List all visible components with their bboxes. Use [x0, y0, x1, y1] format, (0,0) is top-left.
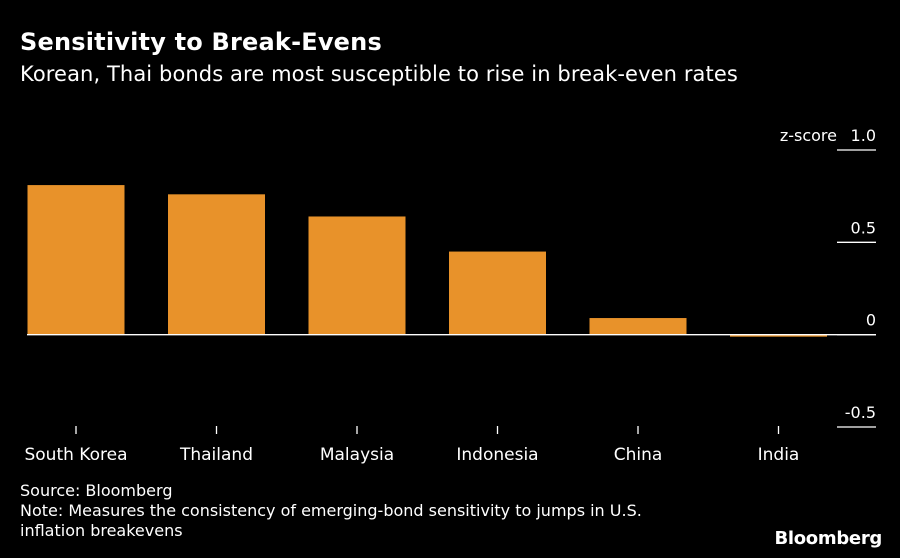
x-tick-label: Thailand — [179, 445, 253, 465]
bloomberg-logo: Bloomberg — [774, 528, 882, 549]
y-axis-label: z-score — [780, 126, 837, 145]
note-text-line-1: Note: Measures the consistency of emergi… — [20, 501, 642, 520]
bar-thailand — [168, 194, 265, 335]
bar-south-korea — [27, 185, 125, 335]
y-tick-label: 0 — [866, 311, 876, 330]
x-tick-label: India — [758, 445, 800, 465]
bar-indonesia — [449, 251, 546, 335]
chart-title: Sensitivity to Break-Evens — [20, 28, 382, 56]
chart-subtitle: Korean, Thai bonds are most susceptible … — [20, 62, 738, 86]
y-tick-label: 1.0 — [851, 126, 876, 145]
y-tick-label: -0.5 — [845, 403, 876, 422]
bar-india — [730, 334, 827, 337]
x-tick-label: Indonesia — [456, 445, 538, 465]
source-text: Source: Bloomberg — [20, 481, 173, 500]
chart-footer: Source: Bloomberg Note: Measures the con… — [20, 481, 642, 541]
y-tick-label: 0.5 — [851, 218, 876, 237]
note-text-line-2: inflation breakevens — [20, 521, 183, 540]
bar-malaysia — [308, 216, 406, 335]
bar-china — [589, 318, 687, 335]
x-tick-label: China — [614, 445, 663, 465]
x-tick-label: South Korea — [24, 445, 127, 465]
x-tick-label: Malaysia — [320, 445, 394, 465]
